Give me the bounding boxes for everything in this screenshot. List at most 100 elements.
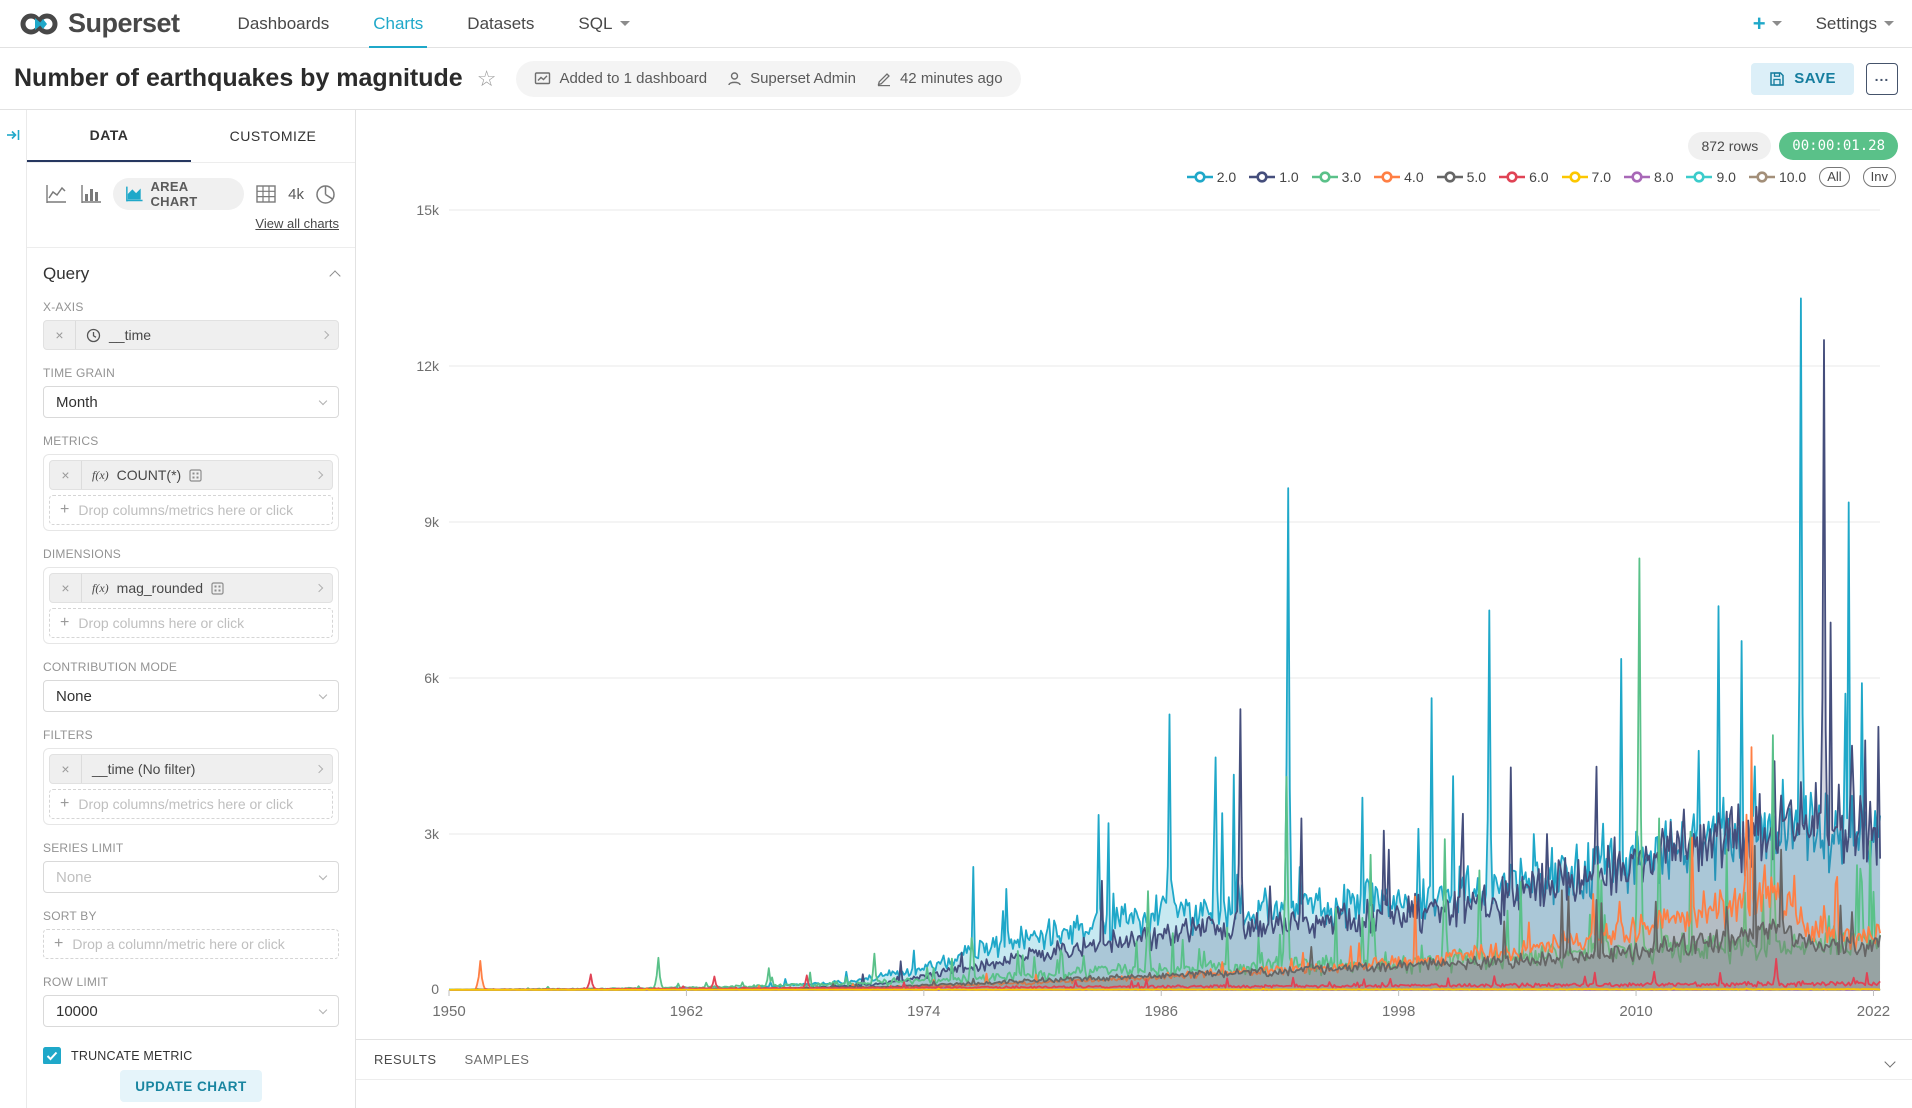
svg-text:1962: 1962 bbox=[670, 1003, 703, 1020]
chart-meta: Added to 1 dashboard Superset Admin 42 m… bbox=[516, 60, 1021, 97]
tab-samples[interactable]: SAMPLES bbox=[464, 1052, 530, 1067]
remove-filter-icon[interactable]: × bbox=[50, 755, 82, 783]
results-panel: RESULTS SAMPLES bbox=[356, 1039, 1912, 1108]
legend-item[interactable]: 3.0 bbox=[1311, 169, 1362, 185]
nav-item-sql-label: SQL bbox=[578, 13, 613, 33]
settings-menu[interactable]: Settings bbox=[1816, 14, 1894, 34]
legend-item[interactable]: 2.0 bbox=[1186, 169, 1236, 185]
checkbox-checked-icon[interactable] bbox=[43, 1047, 61, 1065]
query-section-header[interactable]: Query bbox=[43, 264, 341, 284]
nav-item-charts[interactable]: Charts bbox=[351, 0, 445, 49]
dimensions-dropzone[interactable]: + Drop columns here or click bbox=[49, 608, 333, 638]
legend-item[interactable]: 5.0 bbox=[1436, 169, 1486, 185]
xaxis-value[interactable]: __time bbox=[76, 327, 312, 343]
svg-text:12k: 12k bbox=[416, 358, 440, 374]
legend-item[interactable]: 6.0 bbox=[1499, 169, 1549, 185]
contribution-mode-select[interactable]: None bbox=[43, 680, 339, 712]
chevron-down-icon bbox=[620, 21, 631, 26]
legend-item[interactable]: 7.0 bbox=[1561, 169, 1611, 185]
row-limit-select[interactable]: 10000 bbox=[43, 995, 339, 1027]
remove-dimension-icon[interactable]: × bbox=[50, 574, 82, 602]
legend-item[interactable]: 10.0 bbox=[1748, 169, 1806, 185]
filters-dropzone[interactable]: + Drop columns/metrics here or click bbox=[49, 789, 333, 819]
legend-marker-icon bbox=[1186, 171, 1213, 183]
clock-icon bbox=[86, 328, 101, 342]
view-all-charts-link[interactable]: View all charts bbox=[255, 216, 339, 231]
last-modified[interactable]: 42 minutes ago bbox=[876, 70, 1003, 87]
svg-text:1998: 1998 bbox=[1382, 1003, 1415, 1020]
viz-big-number-icon[interactable]: 4k bbox=[288, 185, 304, 203]
expand-dimension-icon[interactable] bbox=[306, 583, 332, 593]
legend-item[interactable]: 1.0 bbox=[1249, 169, 1299, 185]
panel-footer: UPDATE CHART bbox=[27, 1064, 355, 1108]
chevron-down-icon bbox=[318, 396, 328, 405]
chart-owner[interactable]: Superset Admin bbox=[727, 70, 856, 87]
svg-text:1986: 1986 bbox=[1145, 1003, 1178, 1020]
tab-results[interactable]: RESULTS bbox=[374, 1052, 437, 1067]
legend-inv-button[interactable]: Inv bbox=[1862, 167, 1896, 187]
svg-text:2022: 2022 bbox=[1857, 1003, 1890, 1020]
results-tabs: RESULTS SAMPLES bbox=[356, 1040, 1912, 1080]
legend-item[interactable]: 8.0 bbox=[1624, 169, 1673, 185]
legend-marker-icon bbox=[1311, 171, 1338, 183]
update-chart-button[interactable]: UPDATE CHART bbox=[120, 1070, 262, 1102]
query-section-title: Query bbox=[43, 264, 90, 283]
dashboards-added[interactable]: Added to 1 dashboard bbox=[534, 70, 707, 87]
row-limit-value: 10000 bbox=[56, 1002, 98, 1020]
svg-text:1974: 1974 bbox=[907, 1003, 940, 1020]
tab-customize[interactable]: CUSTOMIZE bbox=[229, 128, 317, 144]
new-item-button[interactable]: + bbox=[1753, 12, 1782, 35]
legend-marker-icon bbox=[1561, 171, 1588, 183]
svg-text:15k: 15k bbox=[416, 202, 440, 218]
superset-logo[interactable]: Superset bbox=[18, 8, 180, 39]
time-grain-select[interactable]: Month bbox=[43, 386, 339, 418]
filter-value[interactable]: __time (No filter) bbox=[82, 761, 306, 777]
remove-xaxis-icon[interactable]: × bbox=[44, 321, 76, 349]
chevron-down-icon bbox=[318, 871, 328, 880]
sort-by-dropzone[interactable]: + Drop a column/metric here or click bbox=[43, 929, 339, 959]
nav-item-sql[interactable]: SQL bbox=[556, 0, 652, 48]
more-options-button[interactable]: ... bbox=[1866, 62, 1898, 95]
nav-item-datasets[interactable]: Datasets bbox=[467, 13, 535, 33]
settings-label: Settings bbox=[1815, 13, 1877, 33]
collapse-panel-icon[interactable] bbox=[6, 128, 21, 147]
pie-chart-icon[interactable] bbox=[313, 180, 339, 208]
legend-item[interactable]: 4.0 bbox=[1374, 169, 1424, 185]
legend-all-button[interactable]: All bbox=[1819, 167, 1850, 187]
expand-xaxis-icon[interactable] bbox=[312, 330, 338, 340]
save-button[interactable]: SAVE bbox=[1751, 62, 1854, 95]
collapse-results-icon[interactable] bbox=[1884, 1053, 1896, 1071]
grid-icon bbox=[189, 468, 202, 482]
svg-text:3k: 3k bbox=[424, 826, 440, 842]
tab-data[interactable]: DATA bbox=[27, 110, 191, 162]
legend-marker-icon bbox=[1499, 171, 1526, 183]
metric-value[interactable]: f(x) COUNT(*) bbox=[82, 467, 306, 483]
line-chart-icon[interactable] bbox=[43, 180, 69, 208]
save-icon bbox=[1770, 71, 1785, 86]
function-icon: f(x) bbox=[92, 467, 109, 482]
save-label: SAVE bbox=[1794, 70, 1836, 87]
dashboards-added-label: Added to 1 dashboard bbox=[559, 70, 708, 87]
viz-type-selected[interactable]: AREA CHART bbox=[112, 178, 245, 210]
legend-item[interactable]: 9.0 bbox=[1686, 169, 1736, 185]
bar-chart-icon[interactable] bbox=[78, 180, 104, 208]
truncate-metric-control[interactable]: TRUNCATE METRIC bbox=[43, 1047, 339, 1065]
xaxis-label: X-AXIS bbox=[43, 300, 84, 314]
table-icon[interactable] bbox=[253, 180, 279, 208]
dimension-value[interactable]: f(x) mag_rounded bbox=[82, 580, 306, 596]
legend-label: 3.0 bbox=[1341, 169, 1362, 185]
filter-field: × __time (No filter) bbox=[49, 754, 333, 784]
viz-type-row: AREA CHART 4k bbox=[43, 175, 339, 213]
expand-metric-icon[interactable] bbox=[306, 470, 332, 480]
row-count-badge: 872 rows bbox=[1688, 132, 1772, 160]
plus-icon: + bbox=[60, 501, 70, 518]
metrics-dropzone[interactable]: + Drop columns/metrics here or click bbox=[49, 495, 333, 525]
expand-filter-icon[interactable] bbox=[306, 764, 332, 774]
favorite-star-icon[interactable]: ☆ bbox=[476, 65, 497, 91]
legend-label: 6.0 bbox=[1529, 169, 1549, 185]
panel-tabs: DATA CUSTOMIZE bbox=[27, 110, 355, 163]
series-limit-select[interactable]: None bbox=[43, 861, 339, 893]
remove-metric-icon[interactable]: × bbox=[50, 461, 82, 489]
nav-item-dashboards[interactable]: Dashboards bbox=[237, 13, 330, 33]
xaxis-value-label: __time bbox=[109, 327, 152, 343]
